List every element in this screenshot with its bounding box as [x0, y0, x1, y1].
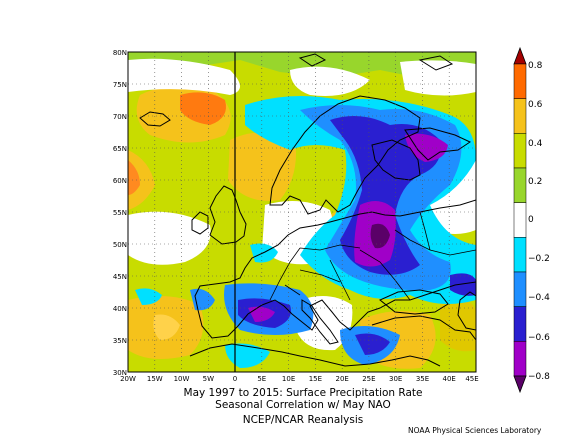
colorbar-segment — [513, 63, 527, 99]
lat-label: 80N — [113, 49, 127, 57]
data-source: NCEP/NCAR Reanalysis — [242, 414, 364, 426]
colorbar-segment — [513, 271, 527, 307]
colorbar-labels: 0.8 0.6 0.4 0.2 0 −0.2 −0.4 −0.6 −0.8 — [528, 61, 550, 382]
country-borders — [269, 211, 476, 301]
colorbar-label: 0.6 — [528, 100, 543, 110]
lon-label: 30E — [389, 375, 402, 383]
lon-label: 15E — [309, 375, 322, 383]
colorbar-segment — [513, 237, 527, 273]
caspian-coast — [457, 291, 476, 331]
finland-coast — [371, 139, 421, 181]
scandinavia-coast — [269, 95, 421, 215]
lat-label: 35N — [113, 337, 127, 345]
lon-label: 45E — [465, 375, 478, 383]
black-sea-coast — [379, 289, 449, 315]
lat-label: 50N — [113, 241, 127, 249]
colorbar-label: 0 — [528, 215, 534, 225]
lat-label: 55N — [113, 209, 127, 217]
lon-label: 20E — [336, 375, 349, 383]
lon-label: 20W — [120, 375, 136, 383]
colorbar-label: −0.2 — [528, 254, 550, 264]
colorbar-label: −0.8 — [528, 372, 550, 382]
colorbar-top-arrow — [513, 46, 527, 65]
lon-label: 35E — [416, 375, 429, 383]
colorbar-label: 0.8 — [528, 61, 543, 71]
lon-label: 0 — [233, 375, 237, 383]
arctic-islands-coast — [298, 53, 454, 71]
lat-label: 75N — [113, 81, 127, 89]
map-panel — [128, 52, 476, 372]
lat-label: 30N — [113, 369, 127, 377]
colorbar-segment — [513, 306, 527, 342]
turkey-coast — [371, 315, 476, 341]
coastlines — [139, 53, 476, 367]
great-britain-coast — [209, 185, 247, 245]
map-frame — [127, 51, 477, 373]
longitude-labels: 20W 15W 10W 5W 0 5E 10E 15E 20E 25E 30E … — [120, 375, 479, 383]
title-line-1: May 1997 to 2015: Surface Precipitation … — [183, 387, 423, 399]
colorbar-segment — [513, 341, 527, 377]
lon-label: 10E — [282, 375, 295, 383]
lat-label: 40N — [113, 305, 127, 313]
colorbar — [513, 46, 527, 394]
continent-coast — [194, 199, 476, 339]
colorbar-label: 0.2 — [528, 177, 542, 187]
iceland-coast — [139, 111, 171, 127]
lat-label: 60N — [113, 177, 127, 185]
italy-coast — [301, 299, 339, 345]
graticule — [128, 52, 476, 372]
lat-label: 45N — [113, 273, 127, 281]
lon-label: 10W — [174, 375, 190, 383]
north-africa-coast — [189, 343, 441, 367]
colorbar-segment — [513, 167, 527, 203]
credit-text: NOAA Physical Sciences Laboratory — [408, 426, 542, 435]
colorbar-segment — [513, 98, 527, 134]
negative-correlation-areas — [135, 96, 476, 368]
kola-coast — [404, 127, 472, 161]
colorbar-segment — [513, 202, 527, 238]
colorbar-bottom-arrow — [513, 375, 527, 394]
colorbar-label: −0.4 — [528, 293, 550, 303]
latitude-labels: 80N 75N 70N 65N 60N 55N 50N 45N 40N 35N … — [113, 49, 127, 377]
lon-label: 25E — [362, 375, 375, 383]
lat-label: 65N — [113, 145, 127, 153]
lon-label: 5E — [257, 375, 266, 383]
figure-title: May 1997 to 2015: Surface Precipitation … — [128, 387, 478, 411]
lon-label: 15W — [147, 375, 163, 383]
lon-label: 40E — [443, 375, 456, 383]
lon-label: 5W — [203, 375, 214, 383]
colorbar-label: 0.4 — [528, 139, 543, 149]
lat-label: 70N — [113, 113, 127, 121]
colorbar-segment — [513, 133, 527, 169]
positive-correlation-areas — [128, 52, 476, 369]
colorbar-label: −0.6 — [528, 333, 550, 343]
title-line-2: Seasonal Correlation w/ May NAO — [215, 399, 391, 411]
